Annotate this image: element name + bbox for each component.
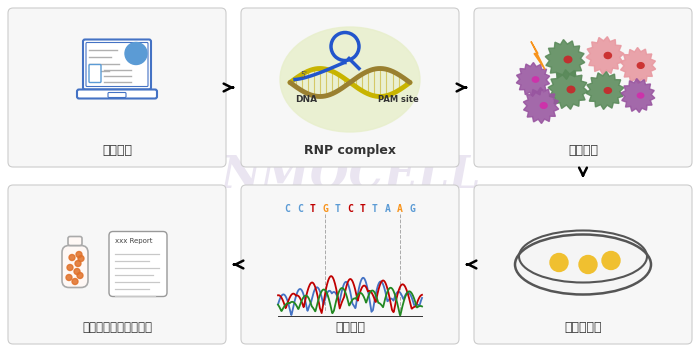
Text: T: T <box>360 204 365 214</box>
Text: 5': 5' <box>300 70 307 80</box>
Polygon shape <box>545 39 584 80</box>
Text: A: A <box>384 204 391 214</box>
Text: 细胞转染: 细胞转染 <box>568 144 598 157</box>
Circle shape <box>72 278 78 284</box>
Ellipse shape <box>567 86 575 93</box>
Ellipse shape <box>540 103 547 108</box>
FancyBboxPatch shape <box>109 232 167 296</box>
Ellipse shape <box>637 63 644 68</box>
Ellipse shape <box>604 88 612 93</box>
Ellipse shape <box>637 93 644 98</box>
Polygon shape <box>548 70 588 109</box>
FancyBboxPatch shape <box>89 64 101 82</box>
Circle shape <box>74 269 80 275</box>
Circle shape <box>69 254 75 260</box>
Text: C: C <box>285 204 290 214</box>
FancyBboxPatch shape <box>474 8 692 167</box>
Circle shape <box>550 253 568 271</box>
Ellipse shape <box>280 27 420 132</box>
Text: C: C <box>347 204 353 214</box>
FancyBboxPatch shape <box>8 185 226 344</box>
Text: xxx Report: xxx Report <box>115 238 153 244</box>
FancyBboxPatch shape <box>474 185 692 344</box>
Circle shape <box>66 275 72 281</box>
Polygon shape <box>517 63 550 96</box>
Ellipse shape <box>564 56 572 63</box>
FancyBboxPatch shape <box>68 237 82 245</box>
Circle shape <box>579 256 597 274</box>
Text: T: T <box>335 204 340 214</box>
Text: G: G <box>410 204 415 214</box>
FancyBboxPatch shape <box>83 39 151 89</box>
Polygon shape <box>586 37 624 74</box>
FancyBboxPatch shape <box>77 89 157 99</box>
Text: 设计方案: 设计方案 <box>102 144 132 157</box>
Circle shape <box>77 272 83 278</box>
Circle shape <box>67 264 73 270</box>
Ellipse shape <box>532 77 539 82</box>
Text: A: A <box>397 204 403 214</box>
Text: RNP complex: RNP complex <box>304 144 396 157</box>
FancyBboxPatch shape <box>8 8 226 167</box>
FancyBboxPatch shape <box>241 185 459 344</box>
Text: PAM site: PAM site <box>378 95 419 105</box>
Text: C: C <box>297 204 303 214</box>
Circle shape <box>76 251 82 258</box>
Text: 单克隆形成: 单克隆形成 <box>564 321 602 334</box>
Circle shape <box>602 251 620 270</box>
Polygon shape <box>524 88 559 124</box>
Text: DNA: DNA <box>295 95 317 105</box>
Ellipse shape <box>515 234 651 295</box>
Text: T: T <box>372 204 378 214</box>
Text: 测序验证: 测序验证 <box>335 321 365 334</box>
FancyBboxPatch shape <box>86 43 148 87</box>
Ellipse shape <box>604 52 612 58</box>
FancyBboxPatch shape <box>62 245 88 288</box>
Text: 质检冻存（提供报告）: 质检冻存（提供报告） <box>82 321 152 334</box>
Circle shape <box>78 256 84 262</box>
Circle shape <box>75 260 81 266</box>
Polygon shape <box>620 48 656 83</box>
Text: NMOCELL: NMOCELL <box>220 155 480 197</box>
FancyBboxPatch shape <box>108 93 126 98</box>
Polygon shape <box>531 42 545 69</box>
FancyBboxPatch shape <box>241 8 459 167</box>
Text: G: G <box>322 204 328 214</box>
Polygon shape <box>621 78 654 112</box>
Text: T: T <box>309 204 316 214</box>
Polygon shape <box>586 71 624 109</box>
Circle shape <box>125 43 147 64</box>
